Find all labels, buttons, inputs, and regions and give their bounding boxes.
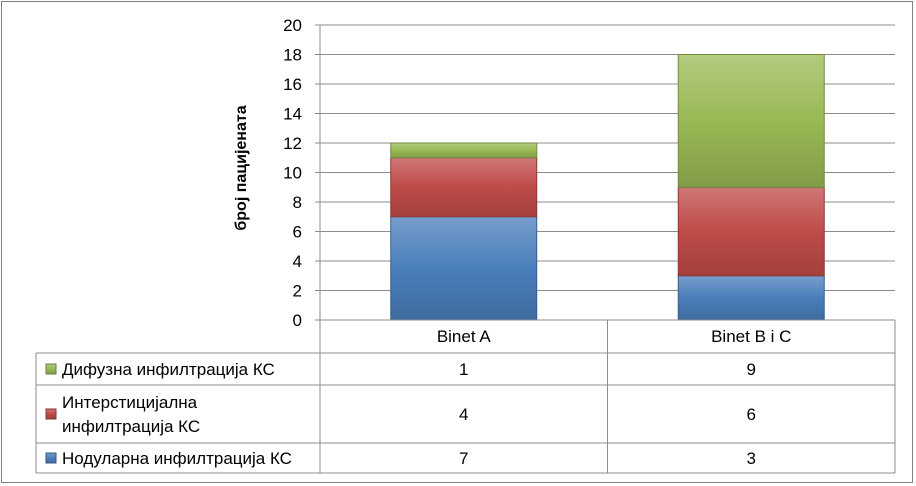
y-axis-label: број пацијената <box>233 105 250 230</box>
y-axis: 0 2 4 6 8 10 12 14 16 18 20 <box>283 16 321 330</box>
bar-segment <box>677 186 825 277</box>
y-tick-label: 12 <box>283 134 302 153</box>
legend-label: Нодуларна инфилтрација КС <box>62 449 292 468</box>
y-tick-label: 16 <box>283 75 302 94</box>
bar-segment <box>677 54 825 188</box>
legend-label: Дифузна инфилтрација КС <box>62 360 275 379</box>
data-label: 1 <box>459 360 468 379</box>
y-tick-label: 8 <box>293 193 302 212</box>
legend-swatch <box>45 452 57 464</box>
bar-segment <box>390 142 538 159</box>
bar-segment <box>390 157 538 218</box>
data-label: 6 <box>747 405 756 424</box>
legend-label: Интерстицијална <box>62 393 198 412</box>
x-tick-label: Binet B i C <box>711 327 791 346</box>
y-tick-label: 18 <box>283 46 302 65</box>
data-table: Binet A Binet B i C Дифузна инфилтрација К… <box>35 319 896 474</box>
bar-segment <box>390 216 538 321</box>
data-label: 4 <box>459 405 468 424</box>
legend-swatch <box>45 363 57 375</box>
x-tick-label: Binet A <box>437 327 492 346</box>
legend-swatch <box>45 408 57 420</box>
y-tick-label: 2 <box>293 282 302 301</box>
y-tick-label: 4 <box>293 252 302 271</box>
y-tick-label: 0 <box>293 311 302 330</box>
data-label: 3 <box>747 449 756 468</box>
y-tick-label: 20 <box>283 16 302 35</box>
legend-label: инфилтрација КС <box>62 417 200 436</box>
y-tick-label: 6 <box>293 223 302 242</box>
data-label: 7 <box>459 449 468 468</box>
y-tick-label: 10 <box>283 164 302 183</box>
y-tick-label: 14 <box>283 105 302 124</box>
bar-stacks <box>390 54 825 321</box>
bar-segment <box>677 275 825 321</box>
data-label: 9 <box>747 360 756 379</box>
